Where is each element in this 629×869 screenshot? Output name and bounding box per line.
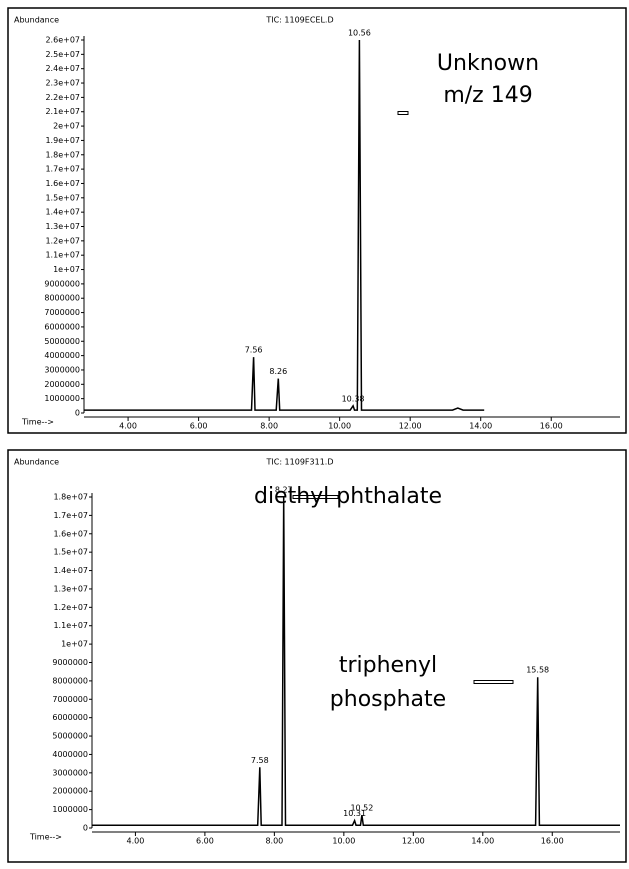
chromatogram-trace bbox=[92, 496, 620, 826]
peak-label: 10.38 bbox=[342, 394, 365, 403]
peak-label: 10.52 bbox=[350, 804, 373, 813]
leader-line bbox=[397, 111, 409, 115]
y-tick-label: 0 bbox=[83, 824, 88, 833]
peak-label: 7.56 bbox=[245, 346, 263, 355]
x-tick-label: 8.00 bbox=[265, 837, 283, 846]
y-tick-label: 2.1e+07 bbox=[45, 107, 80, 116]
y-tick-label: 2.4e+07 bbox=[45, 64, 80, 73]
y-tick-label: 1.2e+07 bbox=[45, 236, 80, 245]
annotation: diethyl phthalate bbox=[254, 484, 442, 509]
panel-frame bbox=[7, 449, 627, 863]
y-tick-label: 2e+07 bbox=[53, 122, 80, 131]
peak-label: 10.31 bbox=[343, 809, 366, 818]
leader-line bbox=[473, 680, 514, 684]
y-tick-label: 7000000 bbox=[44, 308, 80, 317]
y-tick-label: 1e+07 bbox=[61, 640, 88, 649]
x-axis-label: Time--> bbox=[21, 418, 54, 427]
y-tick-label: 1.7e+07 bbox=[45, 165, 80, 174]
y-tick-label: 1.6e+07 bbox=[53, 529, 88, 538]
y-tick-label: 1.2e+07 bbox=[53, 603, 88, 612]
y-tick-label: 1.8e+07 bbox=[53, 493, 88, 502]
annotation: phosphate bbox=[330, 687, 446, 712]
x-tick-label: 4.00 bbox=[119, 422, 137, 431]
y-tick-label: 3000000 bbox=[44, 365, 80, 374]
y-tick-label: 1.5e+07 bbox=[53, 548, 88, 557]
peak-label: 7.58 bbox=[251, 756, 269, 765]
y-tick-label: 1.5e+07 bbox=[45, 193, 80, 202]
y-tick-label: 1000000 bbox=[44, 394, 80, 403]
x-tick-label: 8.00 bbox=[260, 422, 278, 431]
x-tick-label: 12.00 bbox=[402, 837, 425, 846]
y-axis-label: Abundance bbox=[14, 16, 59, 25]
chart-title: TIC: 1109F311.D bbox=[265, 458, 333, 467]
y-axis-label: Abundance bbox=[14, 458, 59, 467]
y-tick-label: 7000000 bbox=[52, 695, 88, 704]
y-tick-label: 9000000 bbox=[44, 279, 80, 288]
y-tick-label: 8000000 bbox=[52, 676, 88, 685]
y-tick-label: 1.7e+07 bbox=[53, 511, 88, 520]
annotation: triphenyl bbox=[339, 653, 437, 678]
y-tick-label: 5000000 bbox=[44, 337, 80, 346]
x-tick-label: 6.00 bbox=[196, 837, 214, 846]
x-tick-label: 4.00 bbox=[127, 837, 145, 846]
x-tick-label: 16.00 bbox=[541, 837, 564, 846]
y-tick-label: 1.3e+07 bbox=[45, 222, 80, 231]
y-tick-label: 6000000 bbox=[44, 322, 80, 331]
x-tick-label: 10.00 bbox=[332, 837, 355, 846]
y-tick-label: 2.3e+07 bbox=[45, 79, 80, 88]
y-tick-label: 3000000 bbox=[52, 768, 88, 777]
chart-title: TIC: 1109ECEL.D bbox=[265, 16, 333, 25]
y-tick-label: 6000000 bbox=[52, 713, 88, 722]
y-tick-label: 2000000 bbox=[52, 787, 88, 796]
y-tick-label: 1.3e+07 bbox=[53, 584, 88, 593]
y-tick-label: 2000000 bbox=[44, 380, 80, 389]
y-tick-label: 1.9e+07 bbox=[45, 136, 80, 145]
peak-label: 8.26 bbox=[269, 367, 287, 376]
peak-label: 8.27 bbox=[275, 486, 293, 495]
y-tick-label: 1.1e+07 bbox=[45, 251, 80, 260]
x-axis-label: Time--> bbox=[29, 833, 62, 842]
y-tick-label: 4000000 bbox=[52, 750, 88, 759]
y-tick-label: 1.1e+07 bbox=[53, 621, 88, 630]
x-tick-label: 12.00 bbox=[399, 422, 422, 431]
y-tick-label: 4000000 bbox=[44, 351, 80, 360]
peak-label: 15.58 bbox=[526, 666, 549, 675]
y-tick-label: 2.5e+07 bbox=[45, 50, 80, 59]
annotation: Unknown bbox=[437, 51, 539, 76]
y-tick-label: 2.2e+07 bbox=[45, 93, 80, 102]
y-tick-label: 9000000 bbox=[52, 658, 88, 667]
y-tick-label: 0 bbox=[75, 409, 80, 418]
y-tick-label: 1.4e+07 bbox=[45, 208, 80, 217]
y-tick-label: 5000000 bbox=[52, 732, 88, 741]
leader-line bbox=[292, 495, 339, 499]
y-tick-label: 1e+07 bbox=[53, 265, 80, 274]
y-tick-label: 1000000 bbox=[52, 805, 88, 814]
annotation: m/z 149 bbox=[443, 83, 532, 108]
y-tick-label: 1.6e+07 bbox=[45, 179, 80, 188]
y-tick-label: 2.6e+07 bbox=[45, 36, 80, 45]
y-tick-label: 8000000 bbox=[44, 294, 80, 303]
x-tick-label: 10.00 bbox=[328, 422, 351, 431]
x-tick-label: 16.00 bbox=[540, 422, 563, 431]
y-tick-label: 1.8e+07 bbox=[45, 150, 80, 159]
chromatogram-trace bbox=[84, 39, 485, 411]
peak-label: 10.56 bbox=[348, 29, 371, 38]
panel-frame bbox=[7, 7, 627, 434]
x-tick-label: 14.00 bbox=[471, 837, 494, 846]
x-tick-label: 14.00 bbox=[469, 422, 492, 431]
y-tick-label: 1.4e+07 bbox=[53, 566, 88, 575]
x-tick-label: 6.00 bbox=[190, 422, 208, 431]
